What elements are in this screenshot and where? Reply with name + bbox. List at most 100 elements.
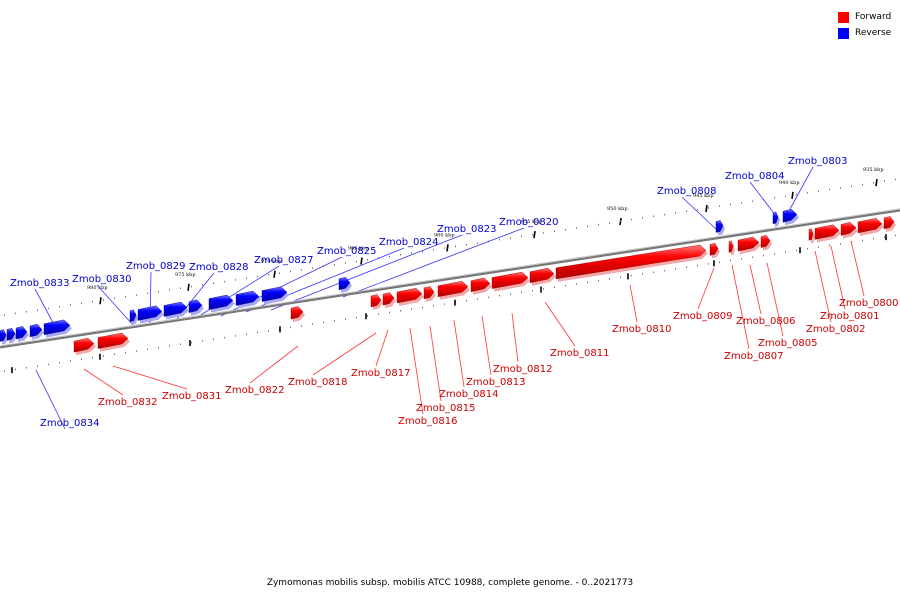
minor-tick xyxy=(103,299,104,301)
minor-tick xyxy=(158,290,159,293)
minor-tick xyxy=(686,210,687,212)
forward-gene-label: Zmob_0817 xyxy=(351,368,411,379)
minor-tick xyxy=(169,289,170,291)
minor-tick xyxy=(477,298,478,300)
forward-gene-label: Zmob_0810 xyxy=(612,324,672,335)
minor-tick xyxy=(400,254,401,256)
minor-tick xyxy=(301,269,302,271)
minor-tick xyxy=(719,205,720,207)
minor-tick xyxy=(697,264,698,267)
minor-tick xyxy=(158,346,159,349)
minor-tick xyxy=(510,237,511,239)
minor-tick xyxy=(708,263,709,265)
minor-tick xyxy=(356,316,357,319)
minor-tick xyxy=(213,338,214,340)
kbp-tick-mark xyxy=(446,244,449,252)
forward-gene-arrow xyxy=(840,221,857,236)
minor-tick xyxy=(334,264,335,266)
minor-tick xyxy=(829,244,830,247)
minor-tick xyxy=(840,243,841,245)
minor-tick xyxy=(884,180,885,182)
reverse-gene-label: Zmob_0829 xyxy=(126,261,186,272)
minor-tick xyxy=(818,246,819,248)
reverse-gene-arrow xyxy=(208,294,234,310)
minor-tick xyxy=(114,297,115,300)
kbp-tick-mark xyxy=(875,178,878,187)
kbp-tick-label: 945 kbp xyxy=(693,193,714,199)
minor-tick xyxy=(521,291,522,294)
forward-gene-arrow xyxy=(883,216,895,230)
minor-tick xyxy=(389,255,390,258)
minor-tick xyxy=(741,202,742,204)
minor-tick xyxy=(433,249,434,251)
minor-tick xyxy=(202,340,203,342)
minor-tick xyxy=(301,325,302,327)
forward-gene-arrow xyxy=(737,236,760,252)
minor-tick xyxy=(378,313,379,315)
minor-tick xyxy=(59,362,60,364)
minor-tick xyxy=(631,218,632,221)
minor-tick xyxy=(345,318,346,320)
minor-tick xyxy=(719,261,720,263)
kbp-tick-mark xyxy=(99,297,102,305)
minor-tick xyxy=(895,178,896,181)
minor-tick xyxy=(37,309,38,311)
forward-gene-arrow xyxy=(437,281,469,298)
kbp-tick-mark xyxy=(360,257,363,265)
forward-gene-label: Zmob_0813 xyxy=(466,377,526,388)
minor-tick xyxy=(180,287,181,289)
kbp-tick-label: 960 kbp xyxy=(434,232,455,238)
minor-tick xyxy=(92,300,93,303)
minor-tick xyxy=(466,244,467,246)
forward-gene-arrow xyxy=(396,288,423,304)
gene-labels: Zmob_0803Zmob_0804Zmob_0808Zmob_0820Zmob… xyxy=(10,156,899,429)
minor-tick xyxy=(554,230,555,233)
reverse-gene-arrow xyxy=(163,301,188,317)
minor-tick xyxy=(323,265,324,268)
minor-tick xyxy=(279,272,280,274)
minor-tick xyxy=(4,314,5,316)
minor-tick xyxy=(411,252,412,254)
minor-tick xyxy=(70,360,71,362)
reverse-gene-label: Zmob_0825 xyxy=(317,246,377,257)
reverse-gene-arrow xyxy=(6,327,16,341)
forward-gene-arrow xyxy=(857,218,883,234)
forward-gene-arrow xyxy=(760,235,771,248)
gene-leader-line xyxy=(429,325,442,402)
gene-leader-line xyxy=(35,369,66,430)
minor-tick xyxy=(345,262,346,264)
minor-tick xyxy=(818,190,819,192)
reverse-gene-label: Zmob_0833 xyxy=(10,278,70,289)
minor-tick xyxy=(499,239,500,241)
minor-tick xyxy=(554,286,555,289)
forward-gene-label: Zmob_0807 xyxy=(724,351,784,362)
minor-tick xyxy=(400,310,401,312)
minor-tick xyxy=(323,321,324,324)
gene-leader-line xyxy=(112,365,188,390)
minor-tick xyxy=(565,284,566,287)
minor-tick xyxy=(774,197,775,199)
gene-leader-line xyxy=(83,368,124,396)
gene-leader-line xyxy=(96,284,134,326)
minor-tick xyxy=(257,275,258,278)
reverse-gene-arrow xyxy=(129,309,137,322)
minor-tick xyxy=(147,292,148,295)
minor-tick xyxy=(290,326,291,329)
minor-tick xyxy=(664,213,665,216)
minor-tick xyxy=(334,320,335,322)
reverse-gene-arrow xyxy=(188,299,203,313)
legend-label-reverse: Reverse xyxy=(855,28,892,38)
minor-tick xyxy=(521,235,522,238)
minor-tick xyxy=(642,217,643,219)
minor-tick xyxy=(675,268,676,270)
legend-item-forward: Forward xyxy=(838,9,891,25)
kbp-ticks: 935 kbp 940 kbp 945 kbp 950 kbp 955 kbp 960 k… xyxy=(4,167,896,374)
forward-gene-arrow xyxy=(423,286,435,300)
forward-gene-label: Zmob_0806 xyxy=(736,316,796,327)
legend: Forward Reverse xyxy=(838,9,891,41)
forward-gene-arrow xyxy=(709,242,719,256)
forward-gene-arrow xyxy=(97,332,129,349)
kbp-tick-mark xyxy=(187,283,190,291)
kbp-tick-mark xyxy=(705,204,708,213)
